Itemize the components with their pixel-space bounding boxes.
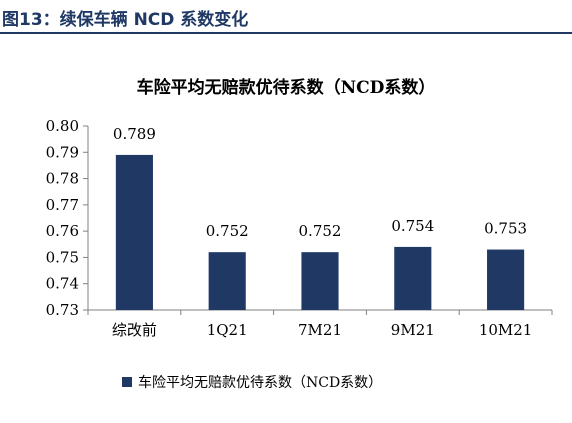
figure-header: 图13：续保车辆 NCD 系数变化 [0, 0, 572, 34]
bar-chart: 车险平均无赔款优待系数（NCD系数） 0.730.740.750.760.770… [46, 77, 553, 391]
y-tick-label: 0.76 [46, 222, 79, 240]
bar-series: 0.789 0.752 0.752 0.754 0.753 [113, 125, 527, 310]
bar [115, 154, 153, 310]
data-label: 0.789 [113, 125, 156, 143]
y-tick-label: 0.79 [46, 143, 79, 161]
y-tick-label: 0.77 [46, 196, 79, 214]
x-tick-label: 7M21 [298, 321, 342, 339]
y-tick-label: 0.75 [46, 248, 79, 266]
data-label: 0.753 [484, 220, 527, 238]
bar [487, 249, 525, 310]
bar [394, 246, 432, 310]
chart-title: 车险平均无赔款优待系数（NCD系数） [137, 77, 436, 98]
header-divider [0, 32, 572, 34]
legend-label: 车险平均无赔款优待系数（NCD系数） [138, 374, 382, 391]
y-tick-label: 0.78 [46, 170, 79, 188]
x-tick-label: 10M21 [479, 321, 533, 339]
figure-label: 图13：续保车辆 NCD 系数变化 [2, 10, 249, 30]
bar [208, 252, 246, 310]
y-tick-label: 0.74 [46, 275, 79, 293]
x-tick-label: 综改前 [112, 321, 157, 339]
y-tick-label: 0.80 [46, 117, 79, 135]
data-label: 0.754 [391, 217, 434, 235]
x-tick-label: 1Q21 [207, 321, 248, 339]
x-tick-label: 9M21 [391, 321, 435, 339]
legend-swatch [122, 377, 132, 387]
chart-legend: 车险平均无赔款优待系数（NCD系数） [122, 374, 382, 391]
data-label: 0.752 [206, 222, 249, 240]
y-tick-label: 0.73 [46, 301, 79, 319]
data-label: 0.752 [299, 222, 342, 240]
chart-axes: 0.73 0.74 0.75 0.76 0.77 0.78 0.79 0.80 综改前 1Q21 7… [46, 117, 553, 339]
bar [301, 252, 339, 310]
